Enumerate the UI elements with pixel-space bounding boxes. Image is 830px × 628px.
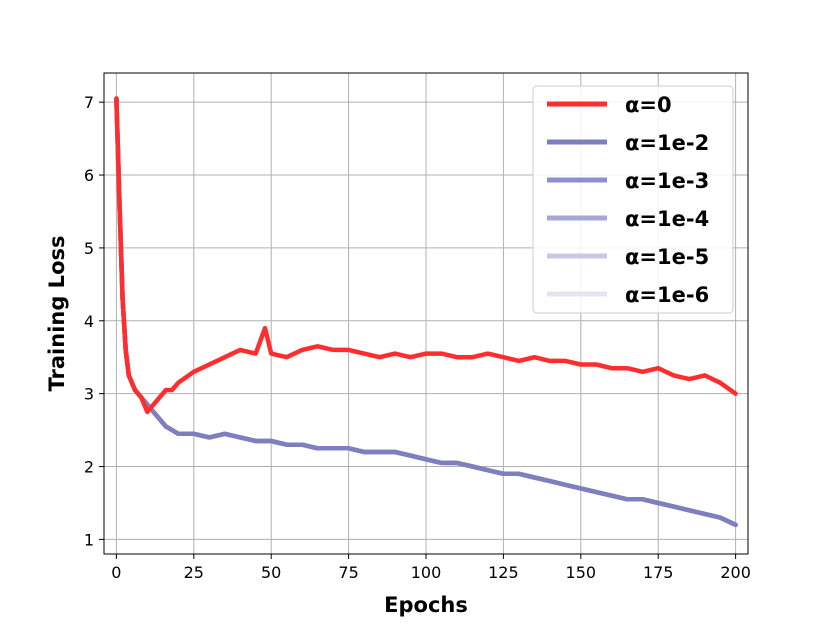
- legend-label: α=1e-3: [625, 169, 709, 193]
- legend-label: α=0: [625, 93, 672, 117]
- x-tick-label: 200: [720, 563, 751, 582]
- legend-label: α=1e-4: [625, 207, 709, 231]
- y-axis-label: Training Loss: [45, 236, 69, 392]
- y-tick-label: 4: [84, 312, 94, 331]
- x-axis-label: Epochs: [384, 593, 468, 617]
- x-tick-label: 150: [566, 563, 597, 582]
- legend: α=0 α=1e-2 α=1e-3 α=1e-4 α=1e-5 α=1e-6: [532, 85, 734, 314]
- x-tick-label: 100: [411, 563, 442, 582]
- y-tick-label: 6: [84, 166, 94, 185]
- y-tick-label: 1: [84, 530, 94, 549]
- legend-label: α=1e-6: [625, 283, 709, 307]
- y-tick-label: 2: [84, 458, 94, 477]
- y-tick-label: 7: [84, 93, 94, 112]
- plot-area: [114, 96, 738, 528]
- x-tick-label: 25: [184, 563, 204, 582]
- y-tick-label: 3: [84, 385, 94, 404]
- y-tick-label: 5: [84, 239, 94, 258]
- series-line-0: [114, 96, 738, 415]
- legend-label: α=1e-2: [625, 131, 709, 155]
- x-tick-label: 175: [643, 563, 674, 582]
- ticks: 0 25 50 75 100 125 150 175 200 1 2 3 4 5 6 7: [84, 93, 751, 582]
- series-line-1: [114, 96, 738, 528]
- x-tick-label: 125: [488, 563, 519, 582]
- legend-box: [532, 85, 734, 314]
- x-tick-label: 0: [111, 563, 121, 582]
- x-tick-label: 75: [338, 563, 358, 582]
- legend-label: α=1e-5: [625, 245, 709, 269]
- x-tick-label: 50: [261, 563, 281, 582]
